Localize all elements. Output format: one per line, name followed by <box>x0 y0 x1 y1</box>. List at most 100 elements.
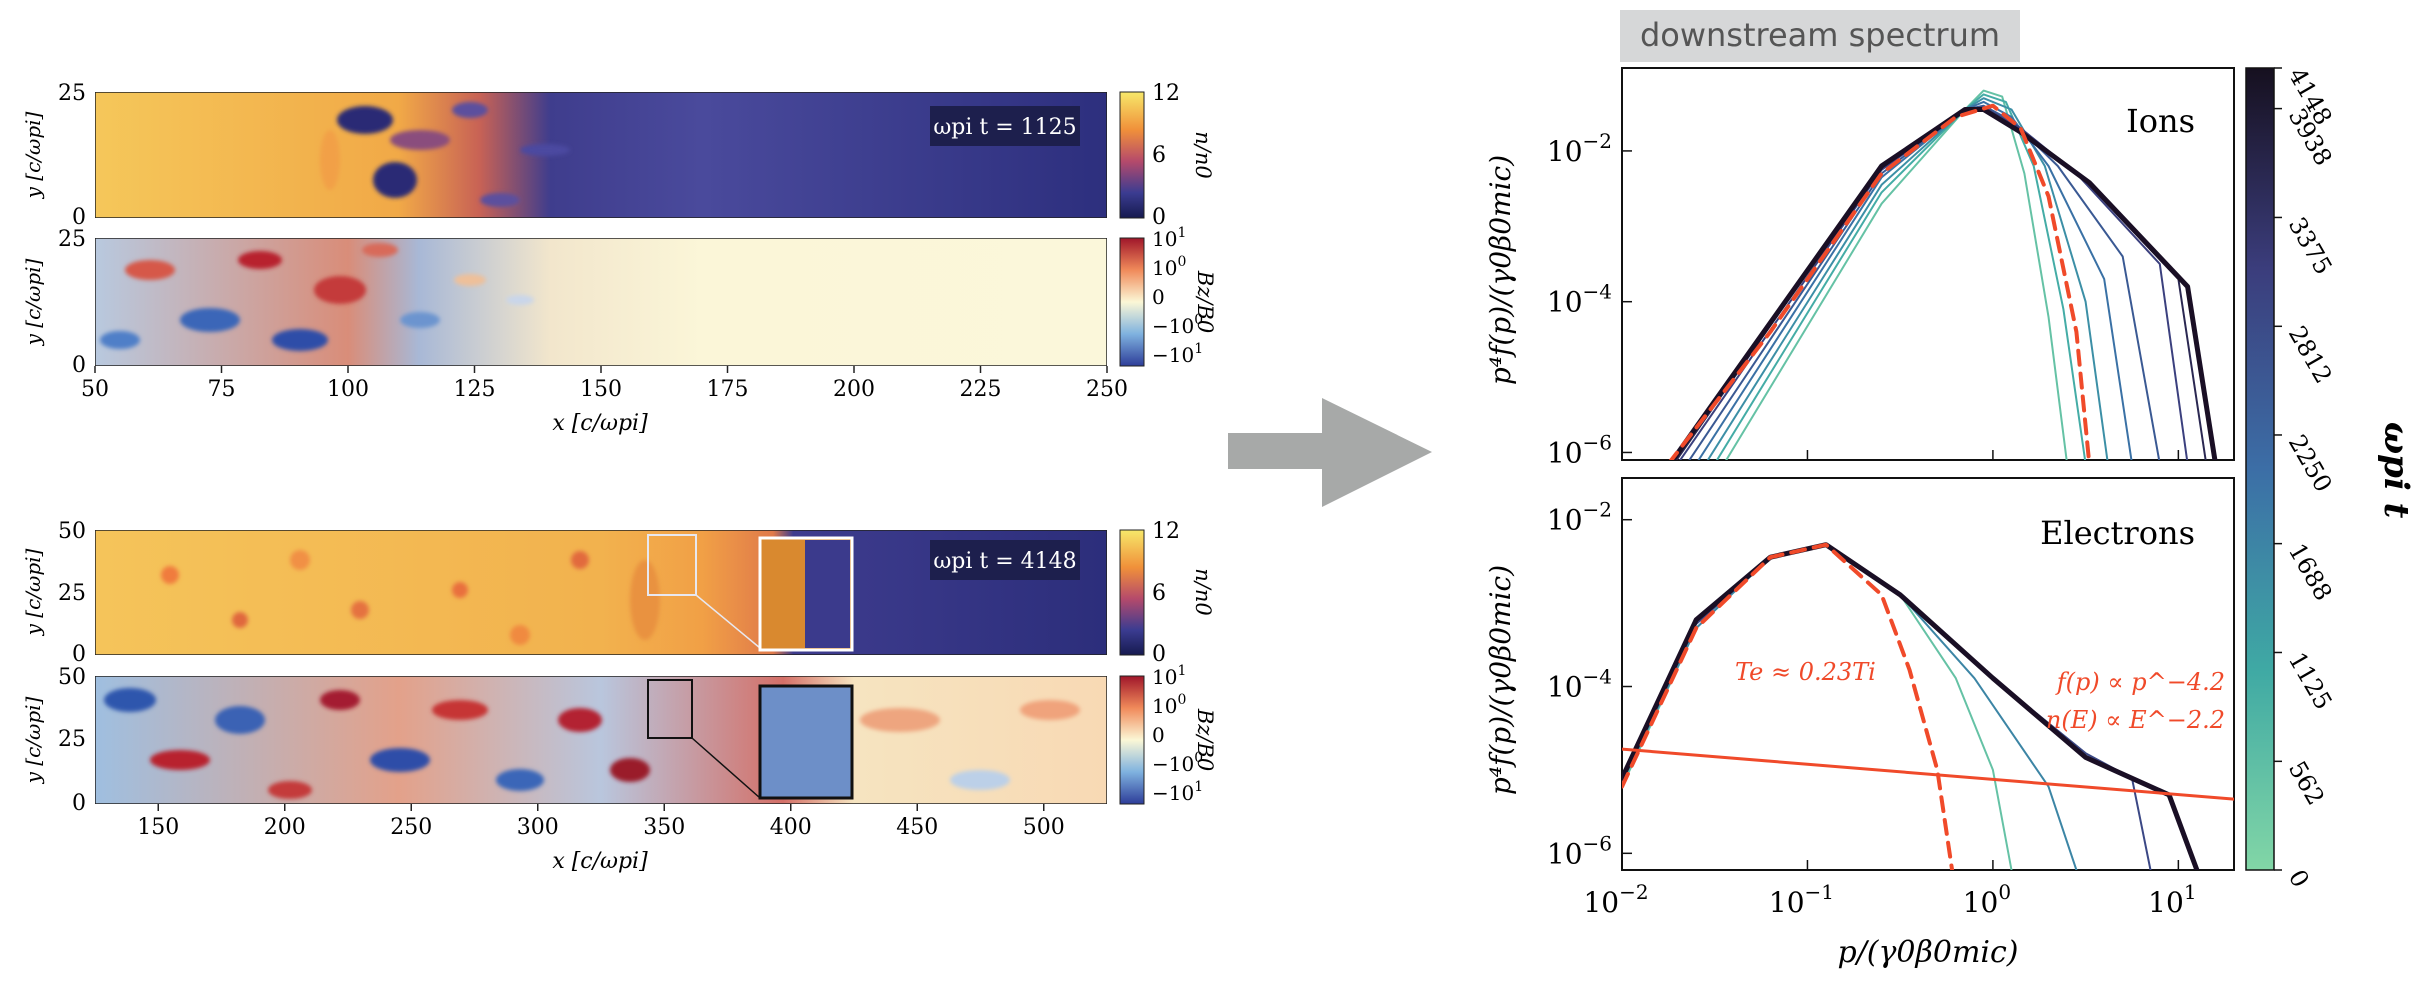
cbar-label-density: n/n0 <box>1191 131 1215 179</box>
ions-curves <box>1668 89 2218 460</box>
ytick: 0 <box>72 642 86 667</box>
ytick-label: 10−6 <box>1547 430 1612 469</box>
cbar-label-magnetic: Bz/B0 <box>1193 270 1217 333</box>
ytick: 25 <box>58 727 86 752</box>
xtick-label: 10−2 <box>1583 880 1648 919</box>
arrow-right-icon <box>1228 398 1432 507</box>
heatmap-density-t4148 <box>95 530 1107 655</box>
cbar-label-magnetic: Bz/B0 <box>1193 708 1217 771</box>
heatmap-magnetic-t4148 <box>95 676 1107 804</box>
xtick-label: 150 <box>137 815 179 840</box>
xtick-label: 200 <box>833 377 875 402</box>
xaxis-ticks-top-left: 50 75 100 125 150 175 200 225 250 <box>81 366 1128 402</box>
xtick-label: 101 <box>2148 880 2196 919</box>
ytick: 25 <box>58 227 86 252</box>
cbar-tick: 6 <box>1152 581 1166 606</box>
ylabel: y [c/ωpi] <box>21 548 45 636</box>
xtick-label: 150 <box>580 377 622 402</box>
ylabel-ions: p⁴f(p)/(γ0β0mic) <box>1484 155 1517 385</box>
cbar-label-density: n/n0 <box>1191 568 1215 616</box>
cbar-tick-label: 3375 <box>2283 212 2338 279</box>
cbar-tick: 101 <box>1152 663 1186 689</box>
ytick-label: 10−2 <box>1547 498 1612 537</box>
ions-label: Ions <box>2126 102 2195 140</box>
xlabel-top-left: x [c/ωpi] <box>552 411 648 436</box>
xtick-label: 250 <box>1086 377 1128 402</box>
ylabel: y [c/ωpi] <box>21 258 45 346</box>
cbar-tick: −101 <box>1152 779 1203 805</box>
xtick-label: 10−1 <box>1769 880 1834 919</box>
cbar-tick: 101 <box>1152 225 1186 251</box>
xtick-label: 75 <box>208 377 236 402</box>
ytick: 0 <box>72 205 86 230</box>
colorbar-magnetic-2: 101 100 0 −100 −101 Bz/B0 <box>1119 663 1217 805</box>
xtick-label: 125 <box>454 377 496 402</box>
xtick-label: 450 <box>896 815 938 840</box>
ytick-label: 10−2 <box>1547 129 1612 168</box>
electrons-label: Electrons <box>2040 514 2195 552</box>
time-badge-t1125: ωpi t = 1125 <box>930 106 1080 146</box>
ytick-label: 10−4 <box>1547 665 1612 704</box>
cbar-tick-label: 1688 <box>2283 539 2338 606</box>
powerlaw-annotation-1: f(p) ∝ p^−4.2 <box>2055 668 2225 696</box>
ytick: 50 <box>58 665 86 690</box>
series-line <box>1622 542 2200 870</box>
colorbar-density-2: 12 6 0 n/n0 <box>1119 519 1215 667</box>
spectrum-ticks: 10−2 10−4 10−6 10−2 10−4 10−6 10−2 10−1 100 101 <box>1547 129 2197 919</box>
xtick-label: 300 <box>517 815 559 840</box>
xtick-label: 250 <box>390 815 432 840</box>
ytick: 25 <box>58 81 86 106</box>
powerlaw-annotation-2: n(E) ∝ E^−2.2 <box>2046 706 2225 734</box>
cbar-tick: 0 <box>1152 285 1165 309</box>
cbar-tick-label: 562 <box>2283 756 2330 810</box>
ytick-label: 10−6 <box>1547 831 1612 870</box>
cbar-tick: 0 <box>1152 642 1166 667</box>
temperature-annotation: Te ≈ 0.23Ti <box>1735 658 1876 686</box>
time-label-t4148: ωpi t = 4148 <box>933 549 1076 574</box>
cbar-tick: −101 <box>1152 341 1203 367</box>
cbar-tick: 12 <box>1152 81 1180 106</box>
cbar-tick: −100 <box>1152 750 1203 776</box>
series-line <box>1622 542 1955 870</box>
series-line <box>1669 107 2218 460</box>
series-line <box>1668 103 2091 460</box>
xtick-label: 100 <box>327 377 369 402</box>
xtick-label: 50 <box>81 377 109 402</box>
xlabel-bottom-left: x [c/ωpi] <box>552 849 648 874</box>
xtick-label: 175 <box>707 377 749 402</box>
xaxis-ticks-bottom-left: 150 200 250 300 350 400 450 500 <box>137 804 1065 840</box>
xtick-label: 500 <box>1023 815 1065 840</box>
ytick: 25 <box>58 581 86 606</box>
cbar-tick-label: 1125 <box>2283 647 2338 714</box>
time-label-t1125: ωpi t = 1125 <box>933 115 1076 140</box>
xtick-label: 350 <box>643 815 685 840</box>
cbar-ticks-magnetic: 101 100 0 −100 −101 <box>1152 225 1203 367</box>
xtick-label: 400 <box>770 815 812 840</box>
series-line <box>1622 747 2234 801</box>
ylabel-electrons: p⁴f(p)/(γ0β0mic) <box>1484 565 1517 795</box>
series-line <box>1715 93 2087 460</box>
xtick-label: 100 <box>1963 880 2011 919</box>
ylabel: y [c/ωpi] <box>21 696 45 784</box>
yaxis-left-top: 25 0 25 0 y [c/ωpi] y [c/ωpi] <box>21 81 86 378</box>
cbar-tick-label: 2250 <box>2283 430 2338 497</box>
series-line <box>1706 97 2109 460</box>
ytick: 50 <box>58 519 86 544</box>
heatmap-magnetic-t1125 <box>95 238 1107 366</box>
cbar-tick: 6 <box>1152 143 1166 168</box>
series-line <box>1725 89 2068 460</box>
spectrum-xlabel: p/(γ0β0mic) <box>1837 935 2018 970</box>
spectrum-title: downstream spectrum <box>1640 16 2000 54</box>
cbar-ticks-magnetic: 101 100 0 −100 −101 <box>1152 663 1203 805</box>
electrons-curves <box>1622 542 2234 870</box>
cbar-tick: 0 <box>1152 723 1165 747</box>
cbar-tick: 12 <box>1152 519 1180 544</box>
ytick-label: 10−4 <box>1547 280 1612 319</box>
cbar-tick-label: 2812 <box>2283 321 2338 388</box>
time-badge-t4148: ωpi t = 4148 <box>930 540 1080 580</box>
electrons-axes <box>1621 477 2235 871</box>
title-banner <box>1620 10 2020 62</box>
